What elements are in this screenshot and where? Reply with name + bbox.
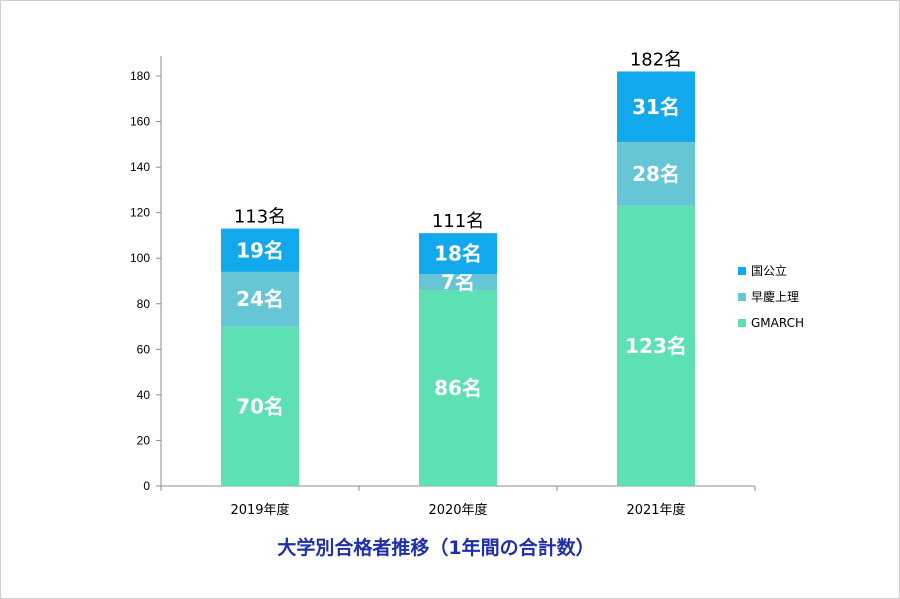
segment-value-label: 19名	[236, 238, 284, 262]
legend-label: 早慶上理	[751, 290, 799, 304]
bar-total-label: 113名	[234, 207, 286, 228]
y-tick-label: 100	[130, 251, 150, 265]
bar-segment	[221, 228, 299, 272]
y-tick-label: 20	[137, 433, 151, 447]
y-tick-label: 180	[130, 69, 150, 83]
segment-value-label: 86名	[434, 376, 482, 400]
y-tick-label: 80	[137, 297, 151, 311]
bar-total-label: 182名	[630, 49, 682, 70]
segment-value-label: 123名	[625, 334, 687, 358]
legend-label: GMARCH	[751, 316, 804, 330]
x-category-label: 2020年度	[428, 502, 487, 518]
segment-value-label: 18名	[434, 242, 482, 266]
legend-label: 国公立	[751, 263, 787, 278]
bar-segment	[419, 274, 497, 291]
y-tick-label: 60	[137, 342, 151, 356]
segment-value-label: 28名	[632, 162, 680, 186]
x-category-label: 2019年度	[230, 502, 289, 518]
bar-segment	[419, 233, 497, 275]
segment-value-label: 31名	[632, 95, 680, 119]
y-tick-label: 160	[130, 115, 150, 129]
bar-segment	[419, 290, 497, 486]
y-tick-label: 140	[130, 160, 150, 174]
legend-swatch	[738, 319, 746, 327]
bar-segment	[617, 205, 695, 487]
bar-segment	[221, 326, 299, 486]
bar-total-label: 111名	[432, 211, 484, 232]
y-tick-label: 0	[143, 479, 150, 493]
axes: 0 20 40 60 80 100 120 140 160 180 2019年度 2020年度 2021…	[130, 56, 756, 518]
chart-title: 大学別合格者推移（1年間の合計数）	[277, 536, 594, 559]
legend-swatch	[738, 293, 746, 301]
legend-swatch	[738, 267, 746, 275]
y-tick-label: 40	[137, 388, 151, 402]
x-category-label: 2021年度	[626, 502, 685, 518]
bar-segment	[617, 71, 695, 143]
y-tick-label: 120	[130, 206, 150, 220]
segment-value-label: 24名	[236, 287, 284, 311]
segment-value-label: 70名	[236, 394, 284, 418]
bar-segment	[617, 142, 695, 206]
bar-segment	[221, 271, 299, 327]
